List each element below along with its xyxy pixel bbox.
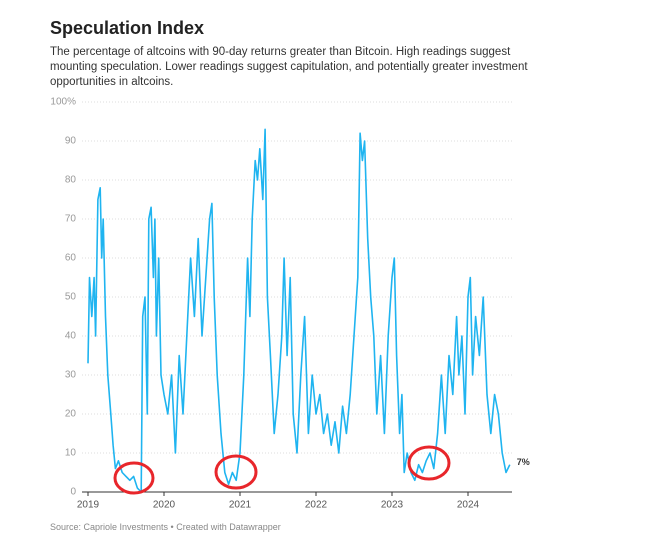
chart: 0 10 20 30 40 50 60 70 80 90 100% 2019 2020 2021 2022 2… bbox=[50, 97, 530, 511]
y-tick-label: 100% bbox=[50, 97, 76, 108]
y-tick-label: 90 bbox=[65, 136, 77, 147]
y-tick-label: 20 bbox=[65, 409, 77, 420]
highlight-circle bbox=[214, 454, 258, 490]
y-tick-label: 80 bbox=[65, 175, 77, 186]
data-line bbox=[87, 128, 511, 493]
y-tick-label: 70 bbox=[65, 214, 77, 225]
chart-title: Speculation Index bbox=[50, 18, 205, 38]
end-value-label: 7% bbox=[517, 457, 530, 467]
chart-subtitle: The percentage of altcoins with 90-day r… bbox=[50, 46, 528, 88]
highlight-circles bbox=[113, 445, 451, 495]
highlight-circle bbox=[407, 445, 451, 481]
x-tick-label: 2022 bbox=[305, 500, 328, 511]
x-tick-label: 2023 bbox=[381, 500, 404, 511]
x-tick-label: 2020 bbox=[153, 500, 176, 511]
highlight-circle bbox=[113, 461, 155, 495]
y-tick-label: 50 bbox=[65, 292, 77, 303]
source-note: Source: Capriole Investments • Created w… bbox=[50, 522, 281, 532]
y-tick-label: 40 bbox=[65, 331, 77, 342]
y-tick-label: 0 bbox=[70, 487, 76, 498]
y-tick-label: 60 bbox=[65, 253, 77, 264]
x-tick-label: 2019 bbox=[77, 500, 100, 511]
y-tick-label: 10 bbox=[65, 448, 77, 459]
x-tick-label: 2024 bbox=[457, 500, 480, 511]
x-tick-label: 2021 bbox=[229, 500, 252, 511]
y-tick-label: 30 bbox=[65, 370, 77, 381]
